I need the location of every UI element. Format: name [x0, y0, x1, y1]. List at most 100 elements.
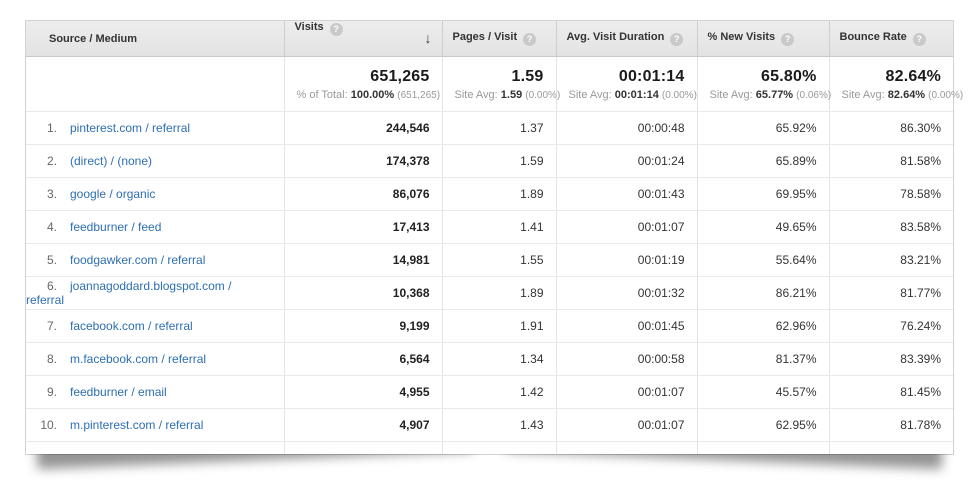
bounce-rate-cell: 81.45%: [828, 375, 953, 409]
column-header-avg-visit-duration[interactable]: Avg. Visit Duration?: [555, 21, 697, 57]
avg-visit-duration-cell: 00:00:58: [555, 342, 697, 376]
row-rank: 5.: [46, 253, 57, 267]
column-label: Avg. Visit Duration: [566, 31, 665, 43]
help-icon[interactable]: ?: [670, 33, 684, 46]
bounce-rate-cell: 83.39%: [828, 342, 953, 376]
source-medium-link[interactable]: pinterest.com / referral: [70, 121, 191, 135]
totals-pages-per-visit-cell: 1.59 Site Avg: 1.59 (0.00%): [441, 56, 560, 112]
source-medium-link[interactable]: facebook.com / referral: [70, 319, 193, 333]
total-pct-new-visits-value: 65.80%: [761, 68, 817, 85]
source-medium-cell: 9. feedburner / email: [26, 375, 284, 409]
help-icon[interactable]: ?: [329, 23, 343, 36]
pct-new-visits-cell: 65.89%: [696, 144, 829, 178]
source-medium-cell: 10. m.pinterest.com / referral: [26, 408, 284, 442]
total-avg-visit-duration-value: 00:01:14: [618, 68, 685, 85]
column-header-source-medium[interactable]: Source / Medium: [26, 21, 284, 57]
source-medium-link[interactable]: m.pinterest.com / referral: [70, 418, 204, 432]
column-label: Pages / Visit: [452, 31, 518, 43]
bounce-rate-cell: 83.58%: [828, 210, 953, 244]
visits-cell: 86,076: [283, 177, 442, 211]
totals-source-cell: [26, 56, 284, 112]
column-header-pct-new-visits[interactable]: % New Visits?: [696, 21, 829, 57]
total-pct-new-visits-subline: Site Avg: 65.77% (0.06%): [709, 89, 832, 101]
row-rank: 3.: [46, 187, 57, 201]
pct-new-visits-cell: 49.65%: [696, 210, 829, 244]
avg-visit-duration-cell: 00:01:32: [555, 276, 697, 310]
pages-per-visit-cell: 1.43: [441, 408, 556, 442]
totals-visits-cell: 651,265 % of Total: 100.00% (651,265): [283, 56, 442, 112]
source-medium-link[interactable]: (direct) / (none): [70, 154, 153, 168]
pages-per-visit-cell: 1.42: [441, 375, 556, 409]
avg-visit-duration-cell: 00:01:07: [555, 408, 697, 442]
column-label: % New Visits: [707, 31, 776, 43]
pct-new-visits-cell: 62.95%: [696, 408, 829, 442]
column-header-bounce-rate[interactable]: Bounce Rate?: [828, 21, 953, 57]
sort-descending-icon[interactable]: ↓: [424, 30, 432, 46]
bounce-rate-cell: 81.78%: [828, 408, 953, 442]
totals-row: 651,265 % of Total: 100.00% (651,265) 1.…: [26, 56, 964, 112]
table-body: 1. pinterest.com / referral 244,546 1.37 …: [26, 111, 953, 442]
source-medium-link[interactable]: foodgawker.com / referral: [70, 253, 206, 267]
visits-cell: 9,199: [283, 309, 442, 343]
avg-visit-duration-cell: 00:01:43: [555, 177, 697, 211]
total-avg-visit-duration-subline: Site Avg: 00:01:14 (0.00%): [568, 89, 697, 101]
table-row: 4. feedburner / feed 17,413 1.41 00:01:07…: [26, 210, 953, 244]
table-row: 6. joannagoddard.blogspot.com / referral …: [26, 276, 953, 310]
table-row: 3. google / organic 86,076 1.89 00:01:43 …: [26, 177, 953, 211]
total-bounce-rate-value: 82.64%: [885, 68, 941, 85]
avg-visit-duration-cell: 00:01:24: [555, 144, 697, 178]
table-row: 10. m.pinterest.com / referral 4,907 1.43…: [26, 408, 953, 442]
column-header-pages-per-visit[interactable]: Pages / Visit?: [441, 21, 556, 57]
visits-cell: 6,564: [283, 342, 442, 376]
source-medium-cell: 2. (direct) / (none): [26, 144, 284, 178]
totals-avg-visit-duration-cell: 00:01:14 Site Avg: 00:01:14 (0.00%): [555, 56, 697, 112]
avg-visit-duration-cell: 00:01:07: [555, 210, 697, 244]
pages-per-visit-cell: 1.55: [441, 243, 556, 277]
row-rank: 1.: [46, 121, 57, 135]
source-medium-link[interactable]: feedburner / feed: [70, 220, 162, 234]
source-medium-link[interactable]: joannagoddard.blogspot.com / referral: [26, 279, 232, 307]
visits-cell: 10,368: [283, 276, 442, 310]
bounce-rate-cell: 78.58%: [828, 177, 953, 211]
totals-bounce-rate-cell: 82.64% Site Avg: 82.64% (0.00%): [828, 56, 964, 112]
help-icon[interactable]: ?: [781, 33, 795, 46]
table-row: 8. m.facebook.com / referral 6,564 1.34 0…: [26, 342, 953, 376]
bounce-rate-cell: 86.30%: [828, 111, 953, 145]
help-icon[interactable]: ?: [912, 33, 926, 46]
source-medium-link[interactable]: feedburner / email: [70, 385, 167, 399]
table-row: 1. pinterest.com / referral 244,546 1.37 …: [26, 111, 953, 145]
source-medium-link[interactable]: google / organic: [70, 187, 156, 201]
pct-new-visits-cell: 65.92%: [696, 111, 829, 145]
source-medium-cell: 1. pinterest.com / referral: [26, 111, 284, 145]
footer-strip-row: [26, 441, 953, 454]
source-medium-report-card: Source / Medium ↓ Visits? Pages / Visit?…: [25, 20, 964, 455]
source-medium-cell: 4. feedburner / feed: [26, 210, 284, 244]
pct-new-visits-cell: 81.37%: [696, 342, 829, 376]
visits-cell: 17,413: [283, 210, 442, 244]
column-label: Bounce Rate: [839, 31, 907, 43]
row-rank: 7.: [46, 319, 57, 333]
avg-visit-duration-cell: 00:01:45: [555, 309, 697, 343]
visits-cell: 174,378: [283, 144, 442, 178]
source-medium-link[interactable]: m.facebook.com / referral: [70, 352, 207, 366]
row-rank: 2.: [46, 154, 57, 168]
source-medium-cell: 6. joannagoddard.blogspot.com / referral: [26, 276, 284, 310]
visits-cell: 14,981: [283, 243, 442, 277]
pages-per-visit-cell: 1.34: [441, 342, 556, 376]
source-medium-cell: 5. foodgawker.com / referral: [26, 243, 284, 277]
source-medium-cell: 8. m.facebook.com / referral: [26, 342, 284, 376]
table-row: 7. facebook.com / referral 9,199 1.91 00:…: [26, 309, 953, 343]
total-visits-subline: % of Total: 100.00% (651,265): [296, 89, 441, 101]
bounce-rate-cell: 76.24%: [828, 309, 953, 343]
table-row: 2. (direct) / (none) 174,378 1.59 00:01:2…: [26, 144, 953, 178]
row-rank: 6.: [46, 279, 57, 293]
pages-per-visit-cell: 1.37: [441, 111, 556, 145]
visits-cell: 4,907: [283, 408, 442, 442]
pct-new-visits-cell: 55.64%: [696, 243, 829, 277]
help-icon[interactable]: ?: [523, 33, 537, 46]
total-pages-per-visit-value: 1.59: [511, 68, 544, 85]
total-bounce-rate-subline: Site Avg: 82.64% (0.00%): [841, 89, 964, 101]
table-header-row: Source / Medium ↓ Visits? Pages / Visit?…: [26, 21, 953, 57]
column-header-visits[interactable]: ↓ Visits?: [283, 21, 442, 57]
